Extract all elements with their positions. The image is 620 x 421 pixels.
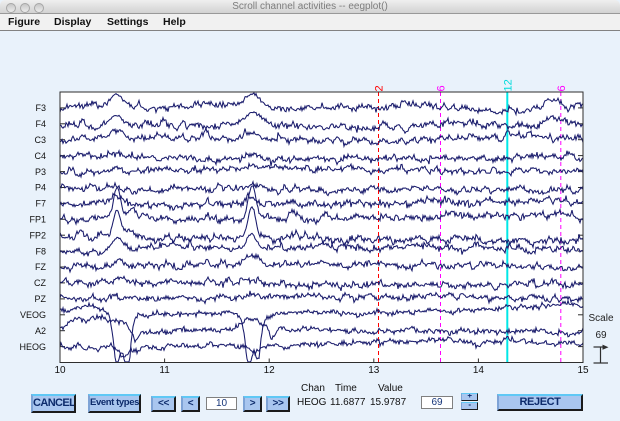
svg-text:P4: P4: [35, 183, 46, 193]
svg-text:F4: F4: [35, 119, 46, 129]
svg-text:Scale: Scale: [588, 313, 613, 324]
svg-text:F3: F3: [35, 103, 46, 113]
svg-text:14: 14: [473, 365, 485, 376]
svg-text:P3: P3: [35, 167, 46, 177]
svg-text:CZ: CZ: [34, 278, 46, 288]
svg-text:F8: F8: [35, 246, 46, 256]
svg-text:15: 15: [577, 365, 589, 376]
svg-text:12: 12: [503, 79, 515, 91]
svg-text:FP1: FP1: [29, 215, 46, 225]
svg-text:C4: C4: [34, 151, 46, 161]
svg-text:10: 10: [54, 365, 66, 376]
svg-text:A2: A2: [35, 326, 46, 336]
svg-text:VEOG: VEOG: [20, 310, 46, 320]
svg-text:HEOG: HEOG: [19, 342, 46, 352]
svg-text:FZ: FZ: [35, 262, 46, 272]
svg-text:2: 2: [374, 85, 386, 91]
svg-text:13: 13: [368, 365, 380, 376]
svg-text:6: 6: [556, 85, 568, 91]
svg-text:FP2: FP2: [29, 230, 46, 240]
svg-text:F7: F7: [35, 199, 46, 209]
svg-text:12: 12: [264, 365, 276, 376]
svg-text:PZ: PZ: [34, 294, 46, 304]
svg-text:11: 11: [159, 365, 170, 376]
svg-text:69: 69: [595, 330, 607, 341]
svg-text:6: 6: [436, 85, 448, 91]
svg-text:C3: C3: [34, 135, 46, 145]
